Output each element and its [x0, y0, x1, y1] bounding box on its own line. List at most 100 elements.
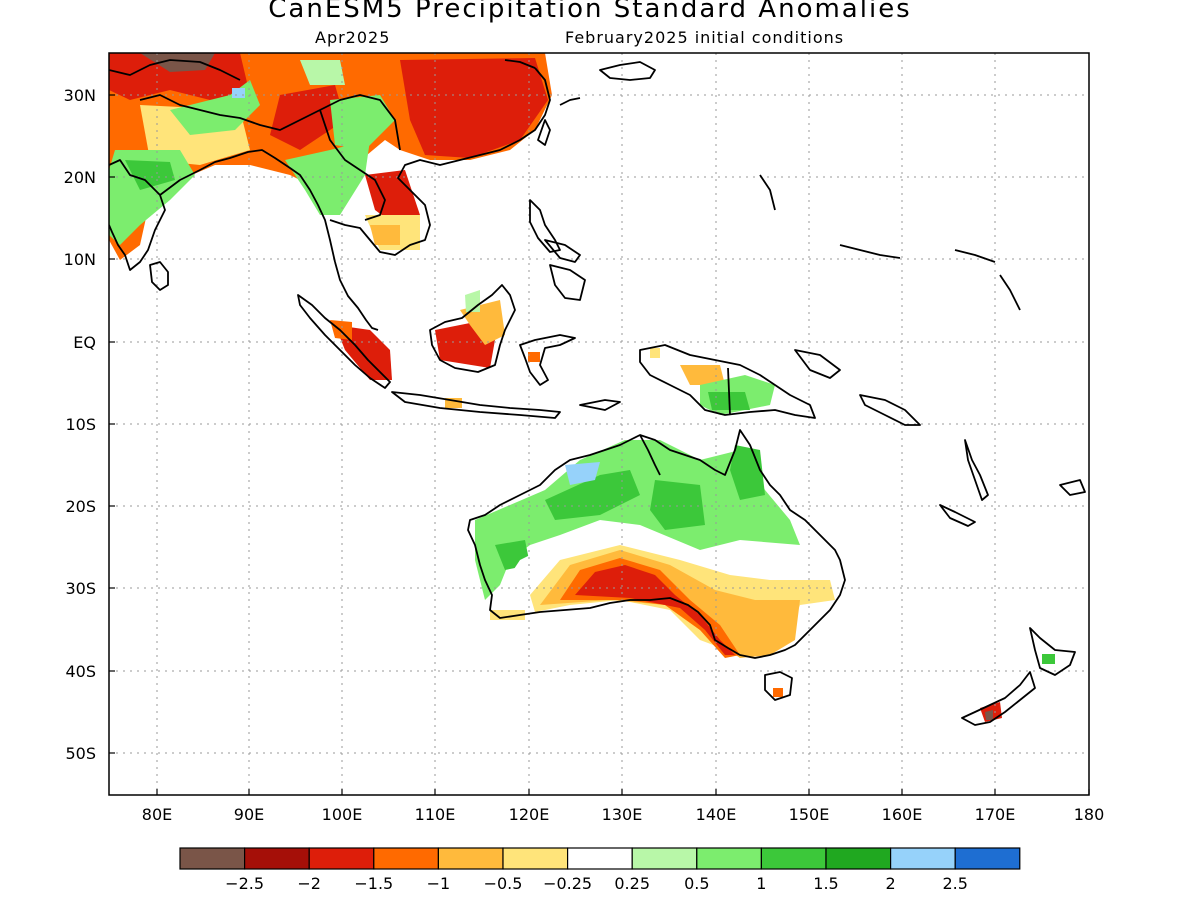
coast-indochina	[329, 67, 551, 256]
colorbar-label: −0.25	[543, 874, 592, 893]
coast-srilanka	[149, 261, 169, 291]
anomaly-fields	[109, 53, 1055, 722]
coast-png-border	[727, 367, 731, 416]
coast-png-islands	[794, 349, 841, 379]
lat-label: 10N	[64, 250, 96, 269]
colorbar-labels: −2.5 −2 −1.5 −1 −0.5 −0.25 0.25 0.5 1 1.5 2 2.5	[225, 874, 968, 893]
coast-ryukyu	[559, 97, 581, 106]
coast-fiji	[1059, 479, 1086, 496]
colorbar-swatch	[696, 847, 762, 870]
coastlines	[109, 59, 1086, 726]
lon-label: 100E	[322, 805, 363, 824]
anomaly-mekong-orange	[370, 225, 400, 245]
lat-label: 20S	[65, 497, 96, 516]
anomaly-png-yellow	[650, 348, 660, 358]
colorbar-swatch	[437, 847, 504, 870]
colorbar-swatch	[954, 847, 1021, 870]
coast-solomons	[859, 394, 921, 426]
lon-label: 90E	[234, 805, 264, 824]
anomaly-vietnam-dry	[365, 170, 420, 225]
lon-label: 120E	[509, 805, 550, 824]
lat-label: 30S	[65, 579, 96, 598]
lon-label: 170E	[975, 805, 1016, 824]
coast-india	[109, 159, 166, 271]
lon-label: 180	[1074, 805, 1105, 824]
coast-philippines-luzon	[529, 199, 561, 253]
colorbar-swatch	[179, 847, 246, 870]
coast-borneo	[429, 284, 516, 373]
coast-asia-border-2	[109, 59, 241, 81]
lat-label: EQ	[73, 333, 96, 352]
colorbar-swatch	[502, 847, 569, 870]
anomaly-nz-brown	[985, 710, 993, 720]
coast-vanuatu	[964, 439, 989, 501]
anomaly-aus-blue	[565, 462, 600, 485]
coast-asia-border-3	[319, 109, 386, 221]
coast-philippines-mindanao	[549, 264, 586, 301]
anomaly-aus-green-core2	[650, 480, 705, 530]
anomaly-china-dry	[400, 58, 548, 158]
colorbar-swatch	[308, 847, 375, 870]
colorbar-swatch	[760, 847, 827, 870]
coast-japan-south	[599, 61, 656, 81]
lat-label: 40S	[65, 662, 96, 681]
lon-label: 140E	[696, 805, 737, 824]
coast-asia-border-1	[139, 94, 401, 151]
colorbar-label: 1	[756, 874, 766, 893]
forecast-month: Apr2025	[315, 28, 391, 47]
coast-sulawesi	[519, 334, 576, 386]
colorbar-label: −2.5	[225, 874, 264, 893]
longitude-labels: 80E 90E 100E 110E 120E 130E 140E 150E 16…	[142, 805, 1105, 824]
colorbar-label: 2	[886, 874, 896, 893]
colorbar-swatch	[244, 847, 310, 870]
anomaly-sulawesi-orange	[528, 352, 540, 362]
coast-micronesia-2	[839, 244, 901, 259]
coast-tasmania	[764, 671, 793, 701]
lon-label: 160E	[882, 805, 923, 824]
colorbar-label: 0.25	[614, 874, 650, 893]
colorbar-swatch	[889, 847, 956, 870]
coast-png	[639, 344, 816, 419]
coast-new-caledonia	[939, 504, 976, 527]
coast-australia	[467, 429, 846, 659]
lon-label: 150E	[789, 805, 830, 824]
latitude-labels: 30N 20N 10N EQ 10S 20S 30S 40S 50S	[64, 86, 96, 763]
anomaly-india-green-core	[125, 160, 175, 190]
axis-ticks	[109, 94, 1090, 795]
colorbar-swatch	[631, 847, 698, 870]
anomaly-nz-green	[1042, 654, 1055, 664]
coast-philippines-mid	[544, 239, 581, 263]
colorbar-label: −0.5	[484, 874, 523, 893]
anomaly-png-orange	[680, 365, 725, 385]
anomaly-tibet-light	[300, 60, 345, 85]
colorbar-label: 0.5	[684, 874, 709, 893]
colorbar-label: 1.5	[813, 874, 838, 893]
coast-gulf-carpentaria	[639, 434, 661, 476]
lat-label: 10S	[65, 415, 96, 434]
map-title: CanESM5 Precipitation Standard Anomalies	[268, 0, 912, 24]
anomaly-tibet-dry	[270, 85, 345, 150]
anomaly-aus-green	[475, 440, 800, 600]
lat-label: 30N	[64, 86, 96, 105]
anomaly-nw-dry	[109, 53, 250, 100]
colorbar-label: −1	[427, 874, 451, 893]
coast-sumatra	[297, 294, 391, 389]
coast-micronesia-3	[954, 249, 996, 263]
colorbar-swatch	[566, 847, 633, 870]
initial-conditions-label: February2025 initial conditions	[565, 28, 845, 47]
coast-nz-south	[961, 671, 1036, 726]
coast-malay-peninsula	[334, 261, 379, 331]
lon-label: 110E	[415, 805, 456, 824]
anomaly-tasmania-orange	[773, 688, 783, 697]
colorbar-label: −2	[297, 874, 321, 893]
anomaly-india-green	[109, 150, 195, 245]
anomaly-yunnan-green	[330, 95, 395, 150]
colorbar-label: −1.5	[354, 874, 393, 893]
colorbar-swatch	[373, 847, 439, 870]
coast-java	[391, 391, 561, 419]
lat-label: 20N	[64, 168, 96, 187]
colorbar-label: 2.5	[942, 874, 967, 893]
lon-label: 80E	[142, 805, 172, 824]
lat-label: 50S	[65, 744, 96, 763]
coast-marshall	[999, 274, 1021, 311]
